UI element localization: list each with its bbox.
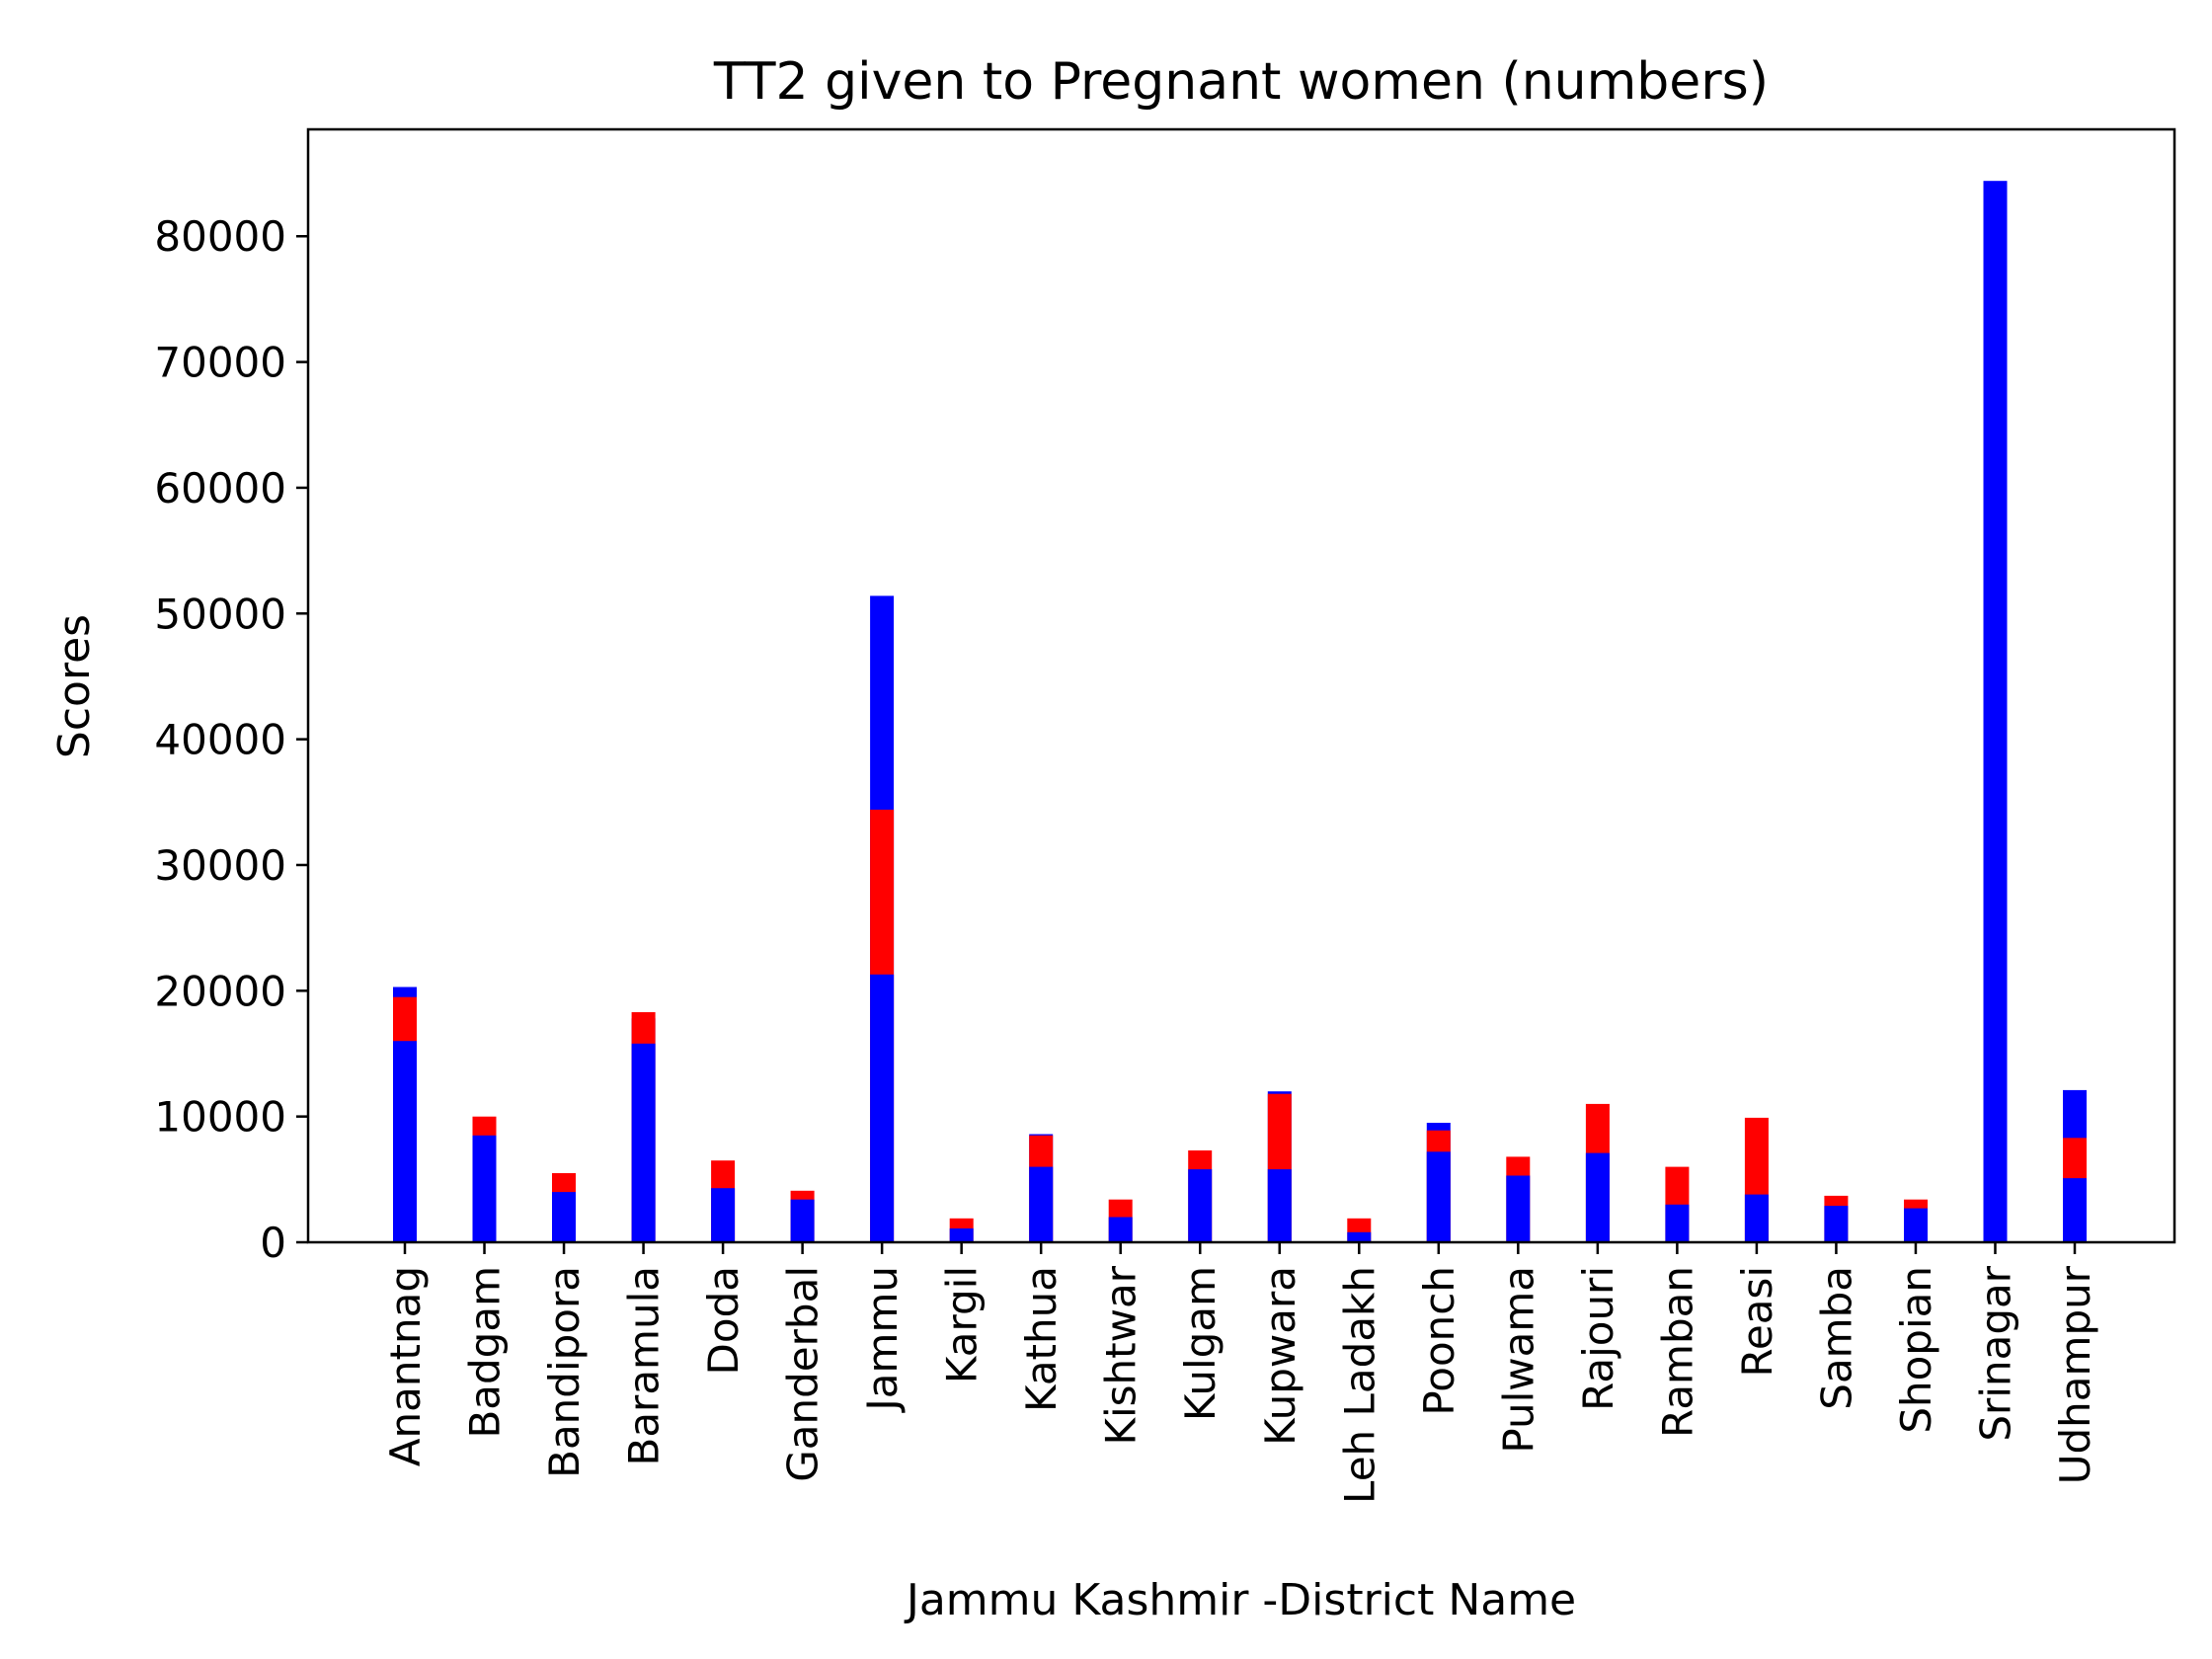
x-tick-label-pulwama: Pulwama <box>1494 1266 1542 1454</box>
bar-doda-layer-3 <box>711 1188 736 1242</box>
x-axis-label: Jammu Kashmir -District Name <box>904 1575 1576 1625</box>
bar-kathua-layer-3 <box>1029 1166 1054 1242</box>
bar-bandipora-layer-3 <box>552 1192 576 1242</box>
x-tick-label-ramban: Ramban <box>1653 1266 1701 1438</box>
bar-kargil-layer-3 <box>949 1228 974 1242</box>
x-tick-label-anantnag: Anantnag <box>381 1266 430 1466</box>
y-tick-label: 20000 <box>154 967 286 1015</box>
bar-jammu-layer-3 <box>870 974 895 1242</box>
plot-frame <box>306 127 2176 1244</box>
x-tick-label-bandipora: Bandipora <box>540 1266 589 1478</box>
bar-ramban-layer-3 <box>1665 1204 1690 1242</box>
chart-title: TT2 given to Pregnant women (numbers) <box>713 52 1769 112</box>
bar-ganderbal-layer-3 <box>790 1199 815 1242</box>
y-tick-label: 0 <box>260 1219 286 1267</box>
bar-rajouri-layer-3 <box>1585 1152 1610 1242</box>
y-axis-ticks: 0 10000 20000 30000 40000 50000 60000 70000 8000… <box>154 212 308 1267</box>
x-tick-label-kishtwar: Kishtwar <box>1097 1265 1146 1445</box>
x-tick-label-poonch: Poonch <box>1415 1266 1463 1416</box>
bar-udhampur-layer-3 <box>2063 1178 2087 1242</box>
y-tick-label: 40000 <box>154 716 286 764</box>
y-tick-label: 10000 <box>154 1093 286 1142</box>
bar-kulgam-layer-3 <box>1188 1169 1213 1242</box>
x-tick-label-rajouri: Rajouri <box>1574 1266 1622 1411</box>
x-tick-label-doda: Doda <box>699 1266 748 1375</box>
y-tick-label: 50000 <box>154 590 286 638</box>
x-tick-label-ganderbal: Ganderbal <box>779 1266 828 1482</box>
bar-badgam-layer-3 <box>472 1135 497 1242</box>
y-tick-label: 60000 <box>154 464 286 513</box>
bar-leh-ladakh-layer-3 <box>1347 1231 1372 1242</box>
x-tick-label-samba: Samba <box>1812 1266 1860 1410</box>
bar-samba-layer-3 <box>1824 1206 1849 1242</box>
x-tick-label-kathua: Kathua <box>1017 1266 1066 1412</box>
bar-kupwara-layer-3 <box>1267 1169 1292 1242</box>
x-axis-ticks: Anantnag Badgam Bandipora Baramula Doda Gande… <box>381 1242 2099 1504</box>
x-tick-label-jammu: Jammu <box>858 1266 907 1414</box>
x-tick-label-reasi: Reasi <box>1733 1266 1781 1377</box>
bars-group <box>393 181 2087 1243</box>
x-tick-label-srinagar: Srinagar <box>1971 1265 2019 1441</box>
bar-srinagar-layer-1 <box>1983 181 2008 1243</box>
bar-pulwama-layer-3 <box>1506 1175 1531 1242</box>
y-tick-label: 80000 <box>154 212 286 261</box>
bar-reasi-layer-3 <box>1744 1194 1769 1242</box>
bar-shopian-layer-3 <box>1904 1208 1928 1242</box>
x-tick-label-baramula: Baramula <box>620 1266 669 1466</box>
x-tick-label-udhampur: Udhampur <box>2051 1265 2099 1484</box>
x-tick-label-kargil: Kargil <box>938 1266 987 1383</box>
bar-baramula-layer-3 <box>631 1043 656 1242</box>
bar-kishtwar-layer-3 <box>1108 1217 1133 1242</box>
y-tick-label: 30000 <box>154 841 286 890</box>
y-tick-label: 70000 <box>154 339 286 387</box>
x-tick-label-badgam: Badgam <box>461 1266 510 1439</box>
x-tick-label-shopian: Shopian <box>1892 1266 1940 1434</box>
y-axis-label: Scores <box>49 614 100 758</box>
x-tick-label-kulgam: Kulgam <box>1176 1266 1224 1421</box>
x-tick-label-kupwara: Kupwara <box>1256 1266 1304 1446</box>
x-tick-label-leh-ladakh: Leh Ladakh <box>1335 1266 1383 1504</box>
bar-poonch-layer-3 <box>1426 1151 1451 1242</box>
bar-anantnag-layer-3 <box>393 1041 417 1242</box>
